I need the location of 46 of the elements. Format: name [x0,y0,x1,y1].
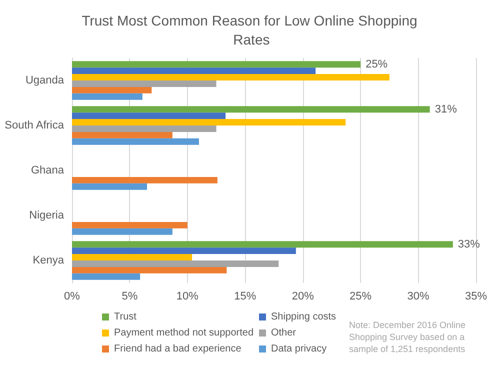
bar [72,80,216,87]
chart-title: Trust Most Common Reason for Low Online Shopping Rates [82,12,418,48]
text: Note: December 2016 Online Shopping Survey based on a sample of 1,251 respondents [349,320,468,354]
legend-label: Other [271,328,297,338]
bar [72,106,430,113]
bar [72,260,279,267]
legend-label: Friend had a bad experience [114,344,242,354]
data-label: 25% [366,58,388,70]
bar [72,248,296,254]
bar [72,74,390,80]
bar [72,86,152,94]
x-tick-label: 30% [407,290,430,302]
y-tick-label: Uganda [25,74,65,86]
x-tick-label: 15% [234,290,256,302]
x-tick-label: 25% [350,290,372,302]
x-tick-label: 35% [464,290,488,302]
bar [72,138,199,145]
y-tick-label: Ghana [30,164,65,176]
bar [72,132,172,138]
bar [72,61,361,68]
data-label: 33% [458,238,480,250]
bar [72,126,216,132]
x-tick-label: 20% [292,290,314,302]
bar [72,176,218,184]
x-tick-label: 5% [122,290,138,302]
y-tick-label: Kenya [32,254,65,266]
bar [72,254,192,260]
bar [72,266,227,274]
x-tick-label: 10% [176,290,199,302]
y-tick-label: Nigeria [29,210,65,222]
x-tick-label: 0% [64,290,80,302]
bar [72,228,172,235]
bar [72,183,148,190]
legend-label: Payment method not supported [114,328,254,338]
bar [72,119,346,126]
legend-label: Shipping costs [271,312,336,322]
legend-label: Trust [114,312,137,322]
bar [72,222,188,228]
bar [72,241,453,248]
bar [72,273,140,280]
data-label: 31% [434,103,458,116]
bar [72,93,142,100]
bar [72,68,316,74]
bar [72,112,226,120]
legend-label: Data privacy [271,344,327,354]
y-tick-label: South Africa [4,120,65,132]
